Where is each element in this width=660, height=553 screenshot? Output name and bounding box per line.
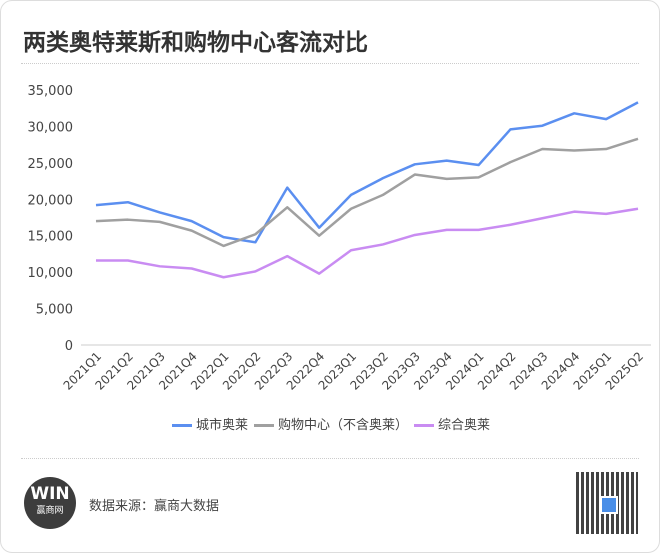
y-tick-label: 20,000 [28,193,74,208]
y-tick-label: 10,000 [28,266,74,281]
y-tick-label: 25,000 [28,157,74,172]
logo: WIN 赢商网 [24,477,76,529]
data-source: 数据来源：赢商大数据 [89,499,220,514]
qr-code [576,472,638,534]
legend: 城市奥莱 购物中心（不含奥莱） 综合奥莱 [1,414,659,433]
legend-swatch [171,424,192,427]
line-chart: 0 5,000 10,000 15,000 20,000 25,000 30,000 35,0… [28,84,651,393]
legend-label: 购物中心（不含奥莱） [277,418,408,433]
series-line [95,101,639,244]
legend-item: 城市奥莱 [171,418,248,433]
chart-title: 两类奥特莱斯和购物中心客流对比 [23,30,368,56]
divider [21,63,639,64]
legend-swatch [253,424,274,427]
legend-label: 综合奥莱 [438,418,491,433]
y-tick-label: 35,000 [28,84,74,99]
series-line [95,137,639,248]
y-tick-label: 0 [65,339,73,354]
y-tick-label: 30,000 [28,120,74,135]
divider [21,458,639,459]
legend-label: 城市奥莱 [195,418,248,433]
series-line [96,207,639,279]
y-tick-label: 15,000 [28,230,74,245]
legend-swatch [414,424,434,427]
legend-item: 综合奥莱 [414,418,490,433]
y-tick-label: 5,000 [36,303,73,318]
legend-item: 购物中心（不含奥莱） [253,418,408,433]
